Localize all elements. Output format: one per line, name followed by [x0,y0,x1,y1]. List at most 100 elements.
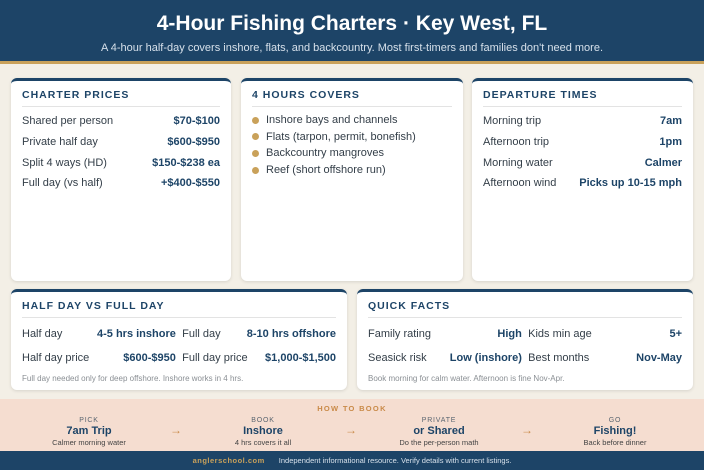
list-item: Backcountry mangroves [252,145,452,162]
step-kicker: PICK [79,417,99,424]
row-value: 7am [659,115,682,128]
step-title: Inshore [243,425,283,437]
list-item-text: Reef (short offshore run) [266,164,386,177]
footer-disclaimer: Independent informational resource. Veri… [278,456,512,465]
row-value: $600-$950 [123,352,176,364]
row-label: Morning trip [483,115,542,128]
row-label: Seasick risk [368,352,427,364]
half-vs-full-card: HALF DAY VS FULL DAY Half day 4-5 hrs ins… [11,289,347,390]
row-label: Half day [22,328,63,340]
list-item: Inshore bays and channels [252,112,452,129]
departure-times-card: DEPARTURE TIMES Morning trip 7am Afternoo… [472,78,693,281]
departure-row: Morning trip 7am [483,111,682,132]
booking-step: PICK 7am Trip Calmer morning water [29,417,149,448]
card-title: CHARTER PRICES [22,89,220,107]
departure-row: Afternoon trip 1pm [483,132,682,153]
card-title: QUICK FACTS [368,300,682,318]
site-link[interactable]: anglerschool.com [192,456,265,465]
row-value: $600-$950 [167,136,220,149]
step-title: Fishing! [593,425,637,437]
bullet-icon [252,116,259,124]
arrow-right-icon: → [345,423,357,437]
row-value: $150-$238 ea [152,156,220,169]
price-row: Full day (vs half) +$400-$550 [22,173,220,194]
step-caption: Calmer morning water [52,438,126,447]
fact-row: Seasick risk Low (inshore) [368,346,522,370]
departure-row: Afternoon wind Picks up 10-15 mph [483,173,682,194]
booking-step: PRIVATE or Shared Do the per-person math [379,417,499,448]
compare-row: Half day price $600-$950 [22,346,176,370]
row-value: Nov-May [636,352,682,364]
row-label: Half day price [22,352,90,364]
booking-step: GO Fishing! Back before dinner [555,417,675,448]
arrow-right-icon: → [521,423,533,437]
row-label: Full day price [182,352,248,364]
list-item-text: Inshore bays and channels [266,114,398,127]
step-title: or Shared [413,425,465,437]
list-item-text: Flats (tarpon, permit, bonefish) [266,130,416,143]
row-label: Shared per person [22,115,114,128]
row-value: 1pm [659,136,682,149]
compare-row: Full day 8-10 hrs offshore [182,322,336,346]
departure-row: Morning water Calmer [483,152,682,173]
step-caption: Back before dinner [583,438,647,447]
row-label: Morning water [483,156,553,169]
row-value: High [497,328,522,340]
card-title: HALF DAY VS FULL DAY [22,300,336,318]
row-label: Full day [182,328,221,340]
compare-row: Half day 4-5 hrs inshore [22,322,176,346]
page-header: 4-Hour Fishing Charters · Key West, FL A… [0,0,704,64]
fact-row: Family rating High [368,322,522,346]
charter-prices-card: CHARTER PRICES Shared per person $70-$100… [11,78,231,281]
row-value: Picks up 10-15 mph [579,177,682,190]
row-label: Best months [528,352,590,364]
step-caption: Do the per-person math [399,438,479,447]
bullet-icon [252,133,259,141]
row-value: 5+ [669,328,682,340]
row-label: Split 4 ways (HD) [22,156,107,169]
step-kicker: BOOK [251,417,275,424]
quick-facts-card: QUICK FACTS Family rating High Seasick ri… [357,289,693,390]
list-item: Flats (tarpon, permit, bonefish) [252,129,452,146]
fact-row: Kids min age 5+ [528,322,682,346]
row-value: 8-10 hrs offshore [246,328,336,340]
list-item: Reef (short offshore run) [252,162,452,179]
fact-row: Best months Nov-May [528,346,682,370]
step-caption: 4 hrs covers it all [234,438,292,447]
row-label: Family rating [368,328,431,340]
price-row: Private half day $600-$950 [22,132,220,153]
arrow-right-icon: → [170,423,182,437]
list-item-text: Backcountry mangroves [266,147,384,160]
step-title: 7am Trip [66,425,112,437]
row-value: Low (inshore) [449,352,522,364]
row-value: Calmer [644,156,682,169]
booking-step: BOOK Inshore 4 hrs covers it all [203,417,323,448]
row-value: $1,000-$1,500 [265,352,336,364]
price-row: Split 4 ways (HD) $150-$238 ea [22,152,220,173]
row-value: 4-5 hrs inshore [97,328,176,340]
covers-list: Inshore bays and channels Flats (tarpon,… [252,111,452,178]
price-row: Shared per person $70-$100 [22,111,220,132]
page-title: 4-Hour Fishing Charters · Key West, FL [156,12,548,35]
hours-covers-card: 4 HOURS COVERS Inshore bays and channels… [241,78,463,281]
page-subtitle: A 4-hour half-day covers inshore, flats,… [100,42,603,54]
how-to-book-label: HOW TO BOOK [317,404,387,413]
step-kicker: PRIVATE [421,417,457,424]
row-label: Kids min age [528,328,592,340]
card-note: Full day needed only for deep offshore. … [22,374,244,383]
row-label: Afternoon trip [483,136,550,149]
row-value: $70-$100 [173,115,221,128]
bullet-icon [252,149,259,157]
card-note: Book morning for calm water. Afternoon i… [368,374,565,383]
card-title: 4 HOURS COVERS [252,89,452,107]
compare-row: Full day price $1,000-$1,500 [182,346,336,370]
how-to-book-section: HOW TO BOOK PICK 7am Trip Calmer morning… [0,399,704,451]
step-kicker: GO [608,417,622,424]
row-label: Full day (vs half) [22,177,103,190]
row-value: +$400-$550 [160,177,220,190]
card-title: DEPARTURE TIMES [483,89,682,107]
row-label: Afternoon wind [483,177,557,190]
row-label: Private half day [22,136,98,149]
bullet-icon [252,166,259,174]
page-footer: anglerschool.com Independent information… [0,451,704,470]
